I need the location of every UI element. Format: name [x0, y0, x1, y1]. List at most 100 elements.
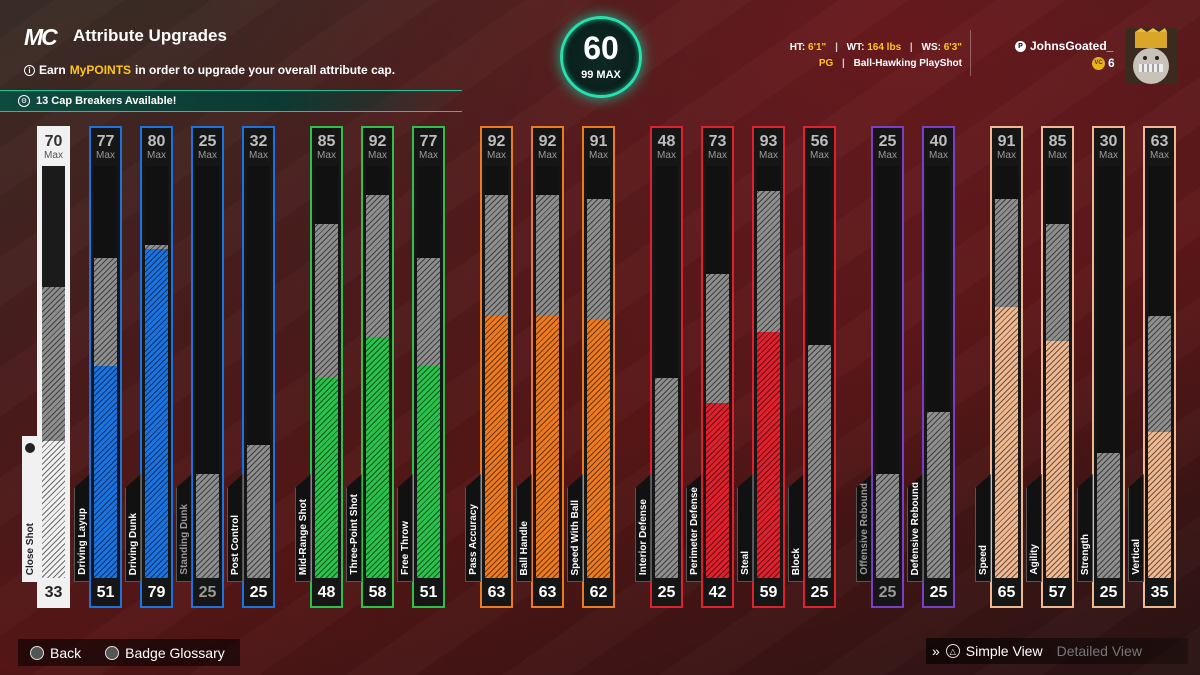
attribute-column-mid-range-shot[interactable]: 85 Max 48 — [310, 126, 343, 608]
attribute-column-pass-accuracy[interactable]: 92 Max 63 — [480, 126, 513, 608]
attribute-column-speed[interactable]: 91 Max 65 — [990, 126, 1023, 608]
attribute-max-value: 48 — [657, 133, 676, 150]
attribute-label-tab[interactable]: Close Shot — [22, 436, 38, 582]
attribute-current-fill — [42, 441, 65, 578]
gamertag-text: JohnsGoated_ — [1030, 39, 1114, 53]
attribute-column-driving-layup[interactable]: 77 Max 51 — [89, 126, 122, 608]
attribute-current-value: 25 — [249, 584, 268, 601]
attribute-name: Three-Point Shot — [349, 494, 360, 575]
attribute-column-close-shot[interactable]: 70 Max 33 — [37, 126, 70, 608]
attribute-bar-track — [927, 166, 950, 578]
attribute-max-value: 91 — [997, 133, 1016, 150]
attribute-bar-track — [876, 166, 899, 578]
attribute-label-tab[interactable]: Three-Point Shot — [346, 474, 362, 582]
attribute-current-fill — [1046, 341, 1069, 578]
attribute-current-fill — [417, 366, 440, 578]
attribute-bar-track — [1046, 166, 1069, 578]
page-title: Attribute Upgrades — [73, 26, 227, 45]
attribute-name: Free Throw — [400, 521, 411, 575]
attribute-column-block[interactable]: 56 Max 25 — [803, 126, 836, 608]
attribute-column-vertical[interactable]: 63 Max 35 — [1143, 126, 1176, 608]
attribute-column-three-point-shot[interactable]: 92 Max 58 — [361, 126, 394, 608]
attribute-max-label: Max — [759, 150, 778, 161]
attribute-max-value: 73 — [708, 133, 727, 150]
attribute-label-tab[interactable]: Vertical — [1128, 474, 1144, 582]
attribute-column-standing-dunk[interactable]: 25 Max 25 — [191, 126, 224, 608]
attribute-bar-track — [145, 166, 168, 578]
attribute-max-label: Max — [589, 150, 608, 161]
attribute-name: Speed With Ball — [570, 499, 581, 575]
attribute-max-label: Max — [147, 150, 166, 161]
attribute-label-tab[interactable]: Free Throw — [397, 474, 413, 582]
attribute-max-label: Max — [419, 150, 438, 161]
attribute-label-tab[interactable]: Speed — [975, 474, 991, 582]
attribute-label-tab[interactable]: Mid-Range Shot — [295, 474, 311, 582]
attribute-column-speed-with-ball[interactable]: 91 Max 62 — [582, 126, 615, 608]
attribute-label-tab[interactable]: Pass Accuracy — [465, 474, 481, 582]
attribute-label-tab[interactable]: Defensive Rebound — [907, 474, 923, 582]
attribute-current-fill — [536, 316, 559, 578]
attribute-column-interior-defense[interactable]: 48 Max 25 — [650, 126, 683, 608]
attribute-label-tab[interactable]: Perimeter Defense — [686, 474, 702, 582]
attribute-bar-track — [94, 166, 117, 578]
attribute-max-label: Max — [487, 150, 506, 161]
attribute-current-value: 25 — [810, 584, 829, 601]
attribute-max-value: 92 — [487, 133, 506, 150]
attribute-max-label: Max — [1048, 150, 1067, 161]
attribute-max-label: Max — [929, 150, 948, 161]
attribute-name: Strength — [1080, 533, 1091, 575]
attribute-name: Post Control — [230, 515, 241, 575]
attribute-max-label: Max — [44, 150, 63, 161]
vc-amount: 6 — [1108, 56, 1115, 70]
attribute-max-label: Max — [368, 150, 387, 161]
attribute-column-free-throw[interactable]: 77 Max 51 — [412, 126, 445, 608]
attribute-current-value: 33 — [44, 584, 63, 601]
player-avatar — [1125, 28, 1177, 84]
attribute-column-driving-dunk[interactable]: 80 Max 79 — [140, 126, 173, 608]
attribute-name: Steal — [740, 551, 751, 575]
attribute-current-value: 59 — [759, 584, 778, 601]
back-button[interactable]: Back — [50, 644, 82, 661]
attribute-label-tab[interactable]: Driving Dunk — [125, 474, 141, 582]
attribute-bar-track — [196, 166, 219, 578]
attribute-label-tab[interactable]: Agility — [1026, 474, 1042, 582]
attribute-name: Offensive Rebound — [859, 483, 870, 575]
attribute-column-agility[interactable]: 85 Max 57 — [1041, 126, 1074, 608]
attribute-column-offensive-rebound[interactable]: 25 Max 25 — [871, 126, 904, 608]
simple-view-button[interactable]: Simple View — [965, 643, 1043, 659]
attribute-column-perimeter-defense[interactable]: 73 Max 42 — [701, 126, 734, 608]
attribute-label-tab[interactable]: Post Control — [227, 474, 243, 582]
attribute-current-value: 63 — [538, 584, 557, 601]
attribute-bar-track — [757, 166, 780, 578]
attribute-label-tab[interactable]: Speed With Ball — [567, 474, 583, 582]
detailed-view-button[interactable]: Detailed View — [1056, 643, 1142, 659]
attribute-name: Mid-Range Shot — [298, 498, 309, 575]
attribute-bar-track — [1097, 166, 1120, 578]
overall-rating-badge: 60 99 MAX — [560, 16, 642, 98]
attribute-name: Speed — [978, 544, 989, 575]
attribute-max-label: Max — [1150, 150, 1169, 161]
attribute-label-tab[interactable]: Offensive Rebound — [856, 474, 872, 582]
info-highlight: MyPOINTS — [69, 63, 132, 77]
attribute-cap-fill — [876, 474, 899, 578]
attribute-column-steal[interactable]: 93 Max 59 — [752, 126, 785, 608]
badge-glossary-button[interactable]: Badge Glossary — [125, 644, 225, 661]
attribute-column-post-control[interactable]: 32 Max 25 — [242, 126, 275, 608]
attribute-cap-fill — [1097, 453, 1120, 578]
attribute-max-value: 25 — [878, 133, 897, 150]
attribute-name: Ball Handle — [519, 520, 530, 575]
attribute-cap-fill — [655, 378, 678, 578]
attribute-current-value: 42 — [708, 584, 727, 601]
attribute-label-tab[interactable]: Ball Handle — [516, 474, 532, 582]
attribute-bar-track — [536, 166, 559, 578]
attribute-label-tab[interactable]: Interior Defense — [635, 474, 651, 582]
attribute-label-tab[interactable]: Standing Dunk — [176, 474, 192, 582]
attribute-label-tab[interactable]: Block — [788, 474, 804, 582]
attribute-column-defensive-rebound[interactable]: 40 Max 25 — [922, 126, 955, 608]
attribute-column-ball-handle[interactable]: 92 Max 63 — [531, 126, 564, 608]
attribute-label-tab[interactable]: Driving Layup — [74, 474, 90, 582]
attribute-label-tab[interactable]: Strength — [1077, 474, 1093, 582]
attribute-label-tab[interactable]: Steal — [737, 474, 753, 582]
attribute-column-strength[interactable]: 30 Max 25 — [1092, 126, 1125, 608]
attribute-current-fill — [757, 332, 780, 578]
